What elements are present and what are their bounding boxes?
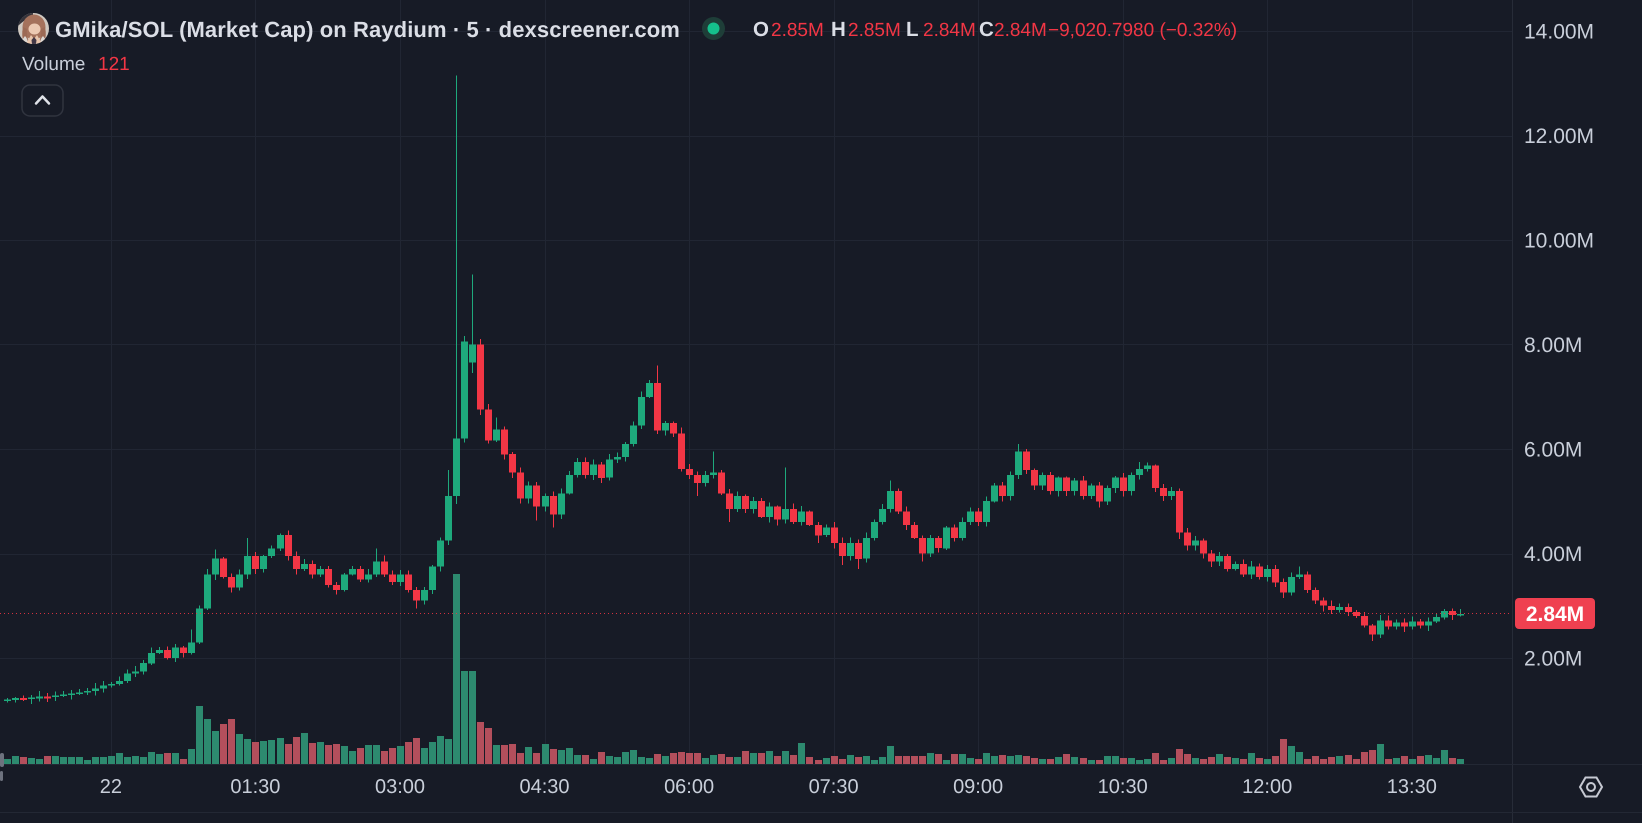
svg-text:10.00M: 10.00M <box>1524 230 1594 253</box>
svg-text:06:00: 06:00 <box>664 776 714 798</box>
svg-text:2.85M: 2.85M <box>848 20 901 41</box>
svg-text:2.84M: 2.84M <box>994 20 1047 41</box>
svg-text:2.84M: 2.84M <box>1526 603 1584 626</box>
svg-text:14.00M: 14.00M <box>1524 21 1594 44</box>
svg-text:22: 22 <box>100 776 122 798</box>
svg-text:09:00: 09:00 <box>953 776 1003 798</box>
svg-text:GMika/SOL (Market Cap) on Rayd: GMika/SOL (Market Cap) on Raydium · 5 · … <box>55 17 680 42</box>
svg-text:2.84M: 2.84M <box>923 20 976 41</box>
svg-text:8.00M: 8.00M <box>1524 334 1582 357</box>
svg-text:4.00M: 4.00M <box>1524 543 1582 566</box>
svg-text:H: H <box>831 18 846 41</box>
svg-text:2.00M: 2.00M <box>1524 648 1582 671</box>
svg-text:12:00: 12:00 <box>1242 776 1292 798</box>
svg-text:01:30: 01:30 <box>230 776 280 798</box>
svg-text:L: L <box>906 18 919 41</box>
svg-text:13:30: 13:30 <box>1387 776 1437 798</box>
svg-text:O: O <box>753 18 769 41</box>
svg-text:03:00: 03:00 <box>375 776 425 798</box>
svg-text:07:30: 07:30 <box>809 776 859 798</box>
svg-text:2.85M: 2.85M <box>771 20 824 41</box>
svg-text:6.00M: 6.00M <box>1524 439 1582 462</box>
svg-text:121: 121 <box>98 54 130 75</box>
svg-text:12.00M: 12.00M <box>1524 125 1594 148</box>
svg-text:04:30: 04:30 <box>519 776 569 798</box>
svg-text:10:30: 10:30 <box>1098 776 1148 798</box>
svg-text:Volume: Volume <box>22 54 85 75</box>
svg-text:−9,020.7980 (−0.32%): −9,020.7980 (−0.32%) <box>1048 20 1237 41</box>
svg-text:C: C <box>979 18 994 41</box>
